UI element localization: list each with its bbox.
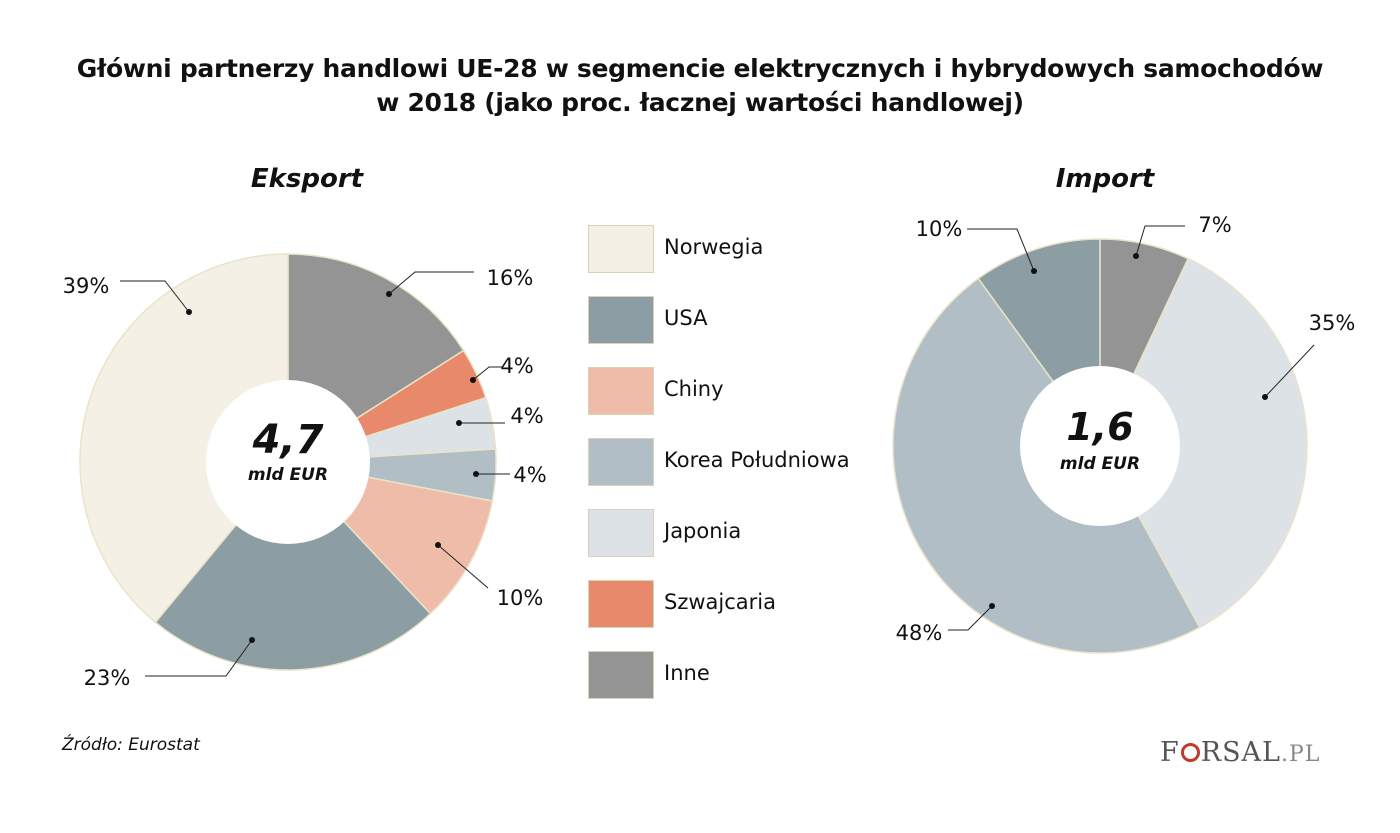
export-chart-title: Eksport: [250, 164, 364, 194]
donut-hole: [1020, 366, 1180, 526]
title-line-1: Główni partnerzy handlowi UE-28 w segmen…: [76, 54, 1324, 83]
leader-dot: [1262, 394, 1268, 400]
legend-label: Inne: [664, 661, 710, 685]
import-slice-japonia: [1099, 257, 1308, 629]
data-label: 7%: [1198, 213, 1231, 237]
leader-dot: [249, 637, 255, 643]
data-label: 10%: [497, 586, 544, 610]
legend-item-usa: USA: [588, 296, 888, 344]
leader-dot: [473, 471, 479, 477]
legend-label: USA: [664, 306, 708, 330]
center-value: 1,6: [1066, 405, 1133, 449]
data-label: 4%: [510, 404, 543, 428]
leader-dot: [470, 377, 476, 383]
donut-hole: [206, 380, 370, 544]
center-value: 4,7: [252, 417, 324, 463]
legend-swatch: [588, 438, 654, 486]
leader-dot: [435, 542, 441, 548]
leader-line: [1135, 225, 1185, 257]
legend-swatch: [588, 225, 654, 273]
data-label: 4%: [500, 354, 533, 378]
legend-item-norwegia: Norwegia: [588, 225, 888, 273]
leader-line: [472, 366, 503, 381]
leader-line: [388, 271, 474, 295]
leader-line: [120, 280, 190, 313]
legend-label: Chiny: [664, 377, 724, 401]
leader-line: [437, 544, 489, 589]
data-label: 48%: [896, 621, 943, 645]
data-label: 35%: [1309, 311, 1356, 335]
title-line-2: w 2018 (jako proc. łacznej wartości hand…: [376, 88, 1024, 117]
chart-title: Główni partnerzy handlowi UE-28 w segmen…: [0, 52, 1400, 120]
legend-label: Szwajcaria: [664, 590, 776, 614]
logo-text-pl: .PL: [1281, 742, 1321, 767]
leader-dot: [186, 309, 192, 315]
data-label: 4%: [513, 463, 546, 487]
leader-dot: [989, 603, 995, 609]
leader-line: [948, 605, 993, 631]
logo-text-f: F: [1160, 737, 1180, 768]
legend-swatch: [588, 509, 654, 557]
legend-item-chiny: Chiny: [588, 367, 888, 415]
legend-item-szwajcaria: Szwajcaria: [588, 580, 888, 628]
legend-item-korea: Korea Południowa: [588, 438, 888, 486]
data-label: 10%: [916, 217, 963, 241]
legend-swatch: [588, 651, 654, 699]
import-chart-title: Import: [1055, 164, 1155, 194]
data-label: 16%: [487, 266, 534, 290]
center-unit: mld EUR: [248, 465, 328, 485]
data-label: 39%: [63, 274, 110, 298]
legend-label: Japonia: [664, 519, 742, 543]
leader-dot: [456, 420, 462, 426]
forsal-logo: F RSAL.PL: [1160, 737, 1320, 768]
logo-o-icon: [1180, 743, 1200, 762]
legend-label: Norwegia: [664, 235, 764, 259]
eksport-slice-usa: [154, 460, 432, 671]
leader-line: [145, 639, 253, 677]
source-note: Źródło: Eurostat: [62, 735, 200, 755]
legend-item-inne: Inne: [588, 651, 888, 699]
leader-dot: [1031, 268, 1037, 274]
legend-item-japonia: Japonia: [588, 509, 888, 557]
legend-swatch: [588, 580, 654, 628]
legend-label: Korea Południowa: [664, 448, 850, 472]
leader-dot: [1133, 253, 1139, 259]
leader-line: [967, 228, 1035, 272]
eksport-slice-norwegia: [79, 253, 289, 624]
data-label: 23%: [84, 666, 131, 690]
center-unit: mld EUR: [1060, 454, 1140, 474]
logo-text-rsal: RSAL: [1200, 737, 1281, 768]
leader-dot: [386, 291, 392, 297]
legend-swatch: [588, 296, 654, 344]
legend-swatch: [588, 367, 654, 415]
leader-line: [1264, 344, 1315, 398]
